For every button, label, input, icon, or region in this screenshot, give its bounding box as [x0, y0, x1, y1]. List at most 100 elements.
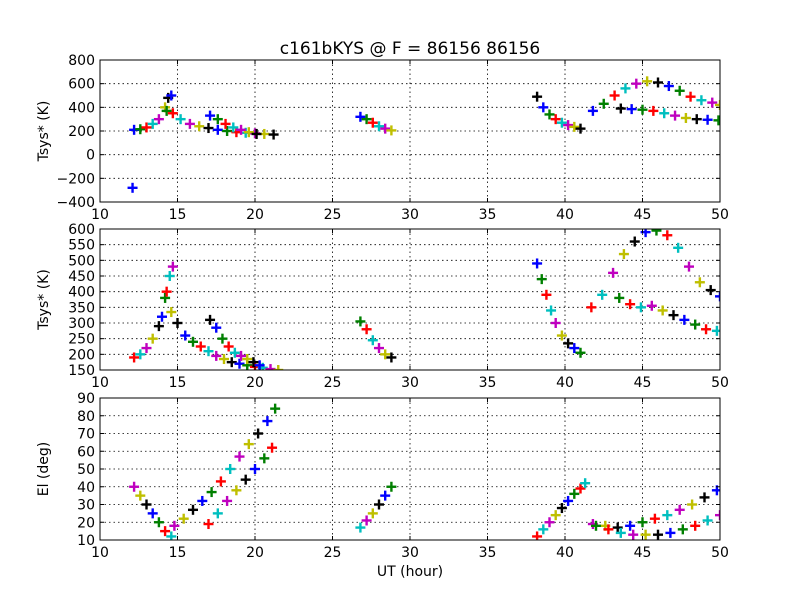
data-point	[541, 289, 552, 300]
data-point	[536, 274, 547, 285]
x-tick-label: 15	[169, 545, 187, 561]
data-point	[225, 464, 236, 474]
y-tick-label: 400	[68, 285, 95, 301]
data-point	[243, 439, 254, 450]
data-point	[663, 81, 674, 92]
x-tick-label: 50	[711, 375, 729, 391]
data-point	[569, 121, 580, 132]
data-point	[635, 302, 646, 313]
data-point	[127, 182, 138, 193]
x-tick-label: 40	[556, 545, 574, 561]
data-point	[217, 333, 228, 344]
data-point	[206, 487, 217, 498]
data-point	[687, 499, 698, 510]
data-point	[223, 341, 234, 352]
x-tick-label: 30	[401, 375, 419, 391]
y-tick-label: 250	[68, 332, 95, 348]
data-point	[195, 341, 206, 352]
x-tick-label: 15	[169, 375, 187, 391]
data-point	[631, 78, 642, 89]
data-point	[212, 114, 223, 125]
y-tick-label: 600	[68, 77, 95, 93]
data-point	[367, 117, 378, 128]
data-point	[262, 416, 273, 427]
x-tick-label: 35	[479, 207, 497, 223]
y-tick-label: 50	[77, 462, 95, 478]
data-point	[355, 316, 366, 327]
data-point	[538, 102, 549, 113]
data-point	[569, 343, 580, 354]
data-point	[715, 291, 720, 302]
data-point	[659, 108, 670, 119]
data-point	[690, 319, 701, 330]
data-point	[188, 336, 198, 347]
data-point	[141, 499, 152, 510]
data-point	[228, 122, 239, 133]
data-point	[355, 111, 366, 122]
data-point	[550, 510, 561, 521]
y-tick-label: 300	[68, 316, 95, 332]
data-point	[538, 524, 549, 535]
y-axis-label: Tsys* (K)	[36, 101, 52, 163]
data-point	[707, 97, 718, 108]
y-tick-label: 20	[77, 515, 95, 531]
data-point	[701, 324, 712, 335]
data-point	[147, 333, 158, 344]
data-point	[544, 109, 555, 120]
data-point	[175, 114, 186, 125]
y-tick-label: 400	[68, 100, 95, 116]
data-point	[147, 508, 158, 519]
data-point	[194, 121, 205, 132]
data-point	[212, 124, 223, 135]
data-point	[705, 285, 716, 296]
data-point	[203, 519, 214, 530]
data-point	[129, 352, 140, 363]
y-tick-label: 90	[77, 391, 95, 407]
data-point	[270, 403, 281, 414]
x-tick-label: 50	[711, 545, 729, 561]
data-point	[679, 314, 690, 325]
y-tick-label: −400	[57, 195, 95, 211]
data-point	[677, 524, 688, 535]
data-point	[563, 120, 574, 131]
data-point	[702, 515, 713, 526]
y-tick-label: 600	[68, 222, 95, 238]
x-tick-label: 25	[324, 545, 342, 561]
data-point	[575, 347, 586, 358]
panel-2: 10 15 20 25 30 35 40 45 501502002503003504004505…	[36, 222, 729, 391]
data-point	[651, 229, 662, 236]
y-tick-label: 80	[77, 409, 95, 425]
data-point	[243, 127, 254, 138]
data-point	[215, 476, 226, 487]
data-point	[236, 350, 247, 361]
data-point	[580, 478, 591, 489]
data-point	[367, 508, 378, 519]
data-point	[646, 300, 657, 311]
data-point	[167, 261, 178, 272]
data-point	[242, 354, 253, 365]
data-point	[575, 483, 586, 494]
data-point	[637, 104, 648, 115]
data-point	[374, 343, 384, 354]
data-point	[591, 520, 601, 531]
data-point	[211, 322, 222, 333]
data-point	[147, 118, 158, 129]
data-point	[361, 114, 372, 125]
data-point	[236, 124, 247, 135]
data-point	[556, 503, 567, 514]
data-point	[212, 508, 223, 519]
data-point	[234, 451, 245, 462]
data-point	[546, 305, 557, 316]
data-point	[614, 292, 625, 303]
data-point	[625, 520, 636, 531]
data-point	[205, 110, 216, 121]
data-point	[625, 299, 636, 310]
data-point	[380, 490, 391, 501]
data-point	[657, 305, 668, 316]
data-point	[153, 321, 164, 332]
figure-title: c161bKYS @ F = 86156 86156	[280, 39, 541, 59]
y-tick-label: 30	[77, 498, 95, 514]
x-tick-label: 15	[169, 207, 187, 223]
x-tick-label: 30	[401, 207, 419, 223]
